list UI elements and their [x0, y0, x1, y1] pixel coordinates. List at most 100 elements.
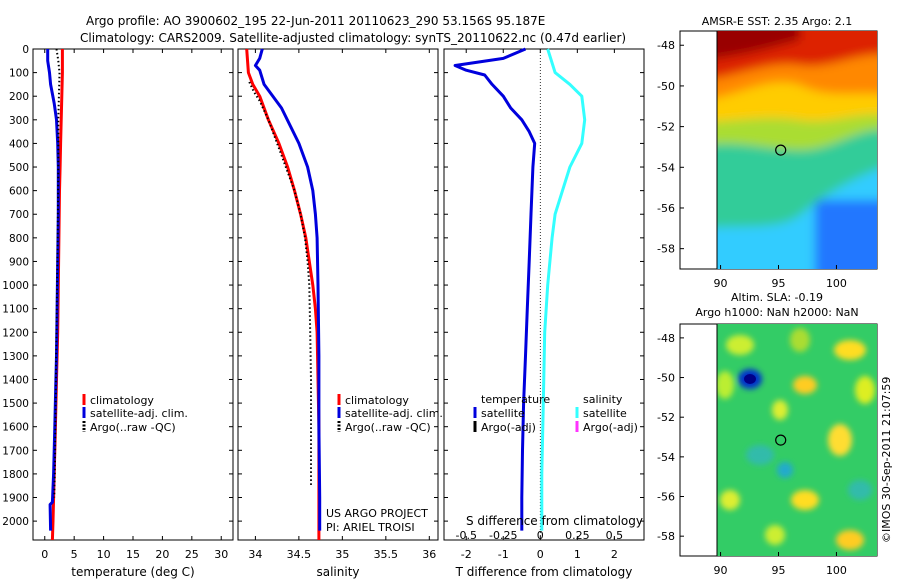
sla-blob	[777, 462, 793, 478]
temperature-xlabel: temperature (deg C)	[71, 565, 194, 579]
salinity-y-ticks	[238, 48, 438, 522]
legend2-climatology-label: climatology	[345, 394, 409, 407]
s-tick-label: -0.25	[489, 529, 517, 542]
sla-map: Altim. SLA: -0.19 Argo h1000: NaN h2000:…	[657, 291, 878, 577]
map-x-tick-label: 100	[826, 277, 847, 290]
y-tick-label: 200	[9, 91, 29, 103]
sla-blob	[855, 376, 875, 404]
sla-blob	[726, 335, 754, 355]
y-tick-label: 1900	[2, 493, 29, 505]
y-tick-label: 300	[9, 115, 29, 127]
y-tick-label: 1300	[2, 351, 29, 363]
difference-panel: -2 -1 0 1 2 -0.5 -0.25 0 0.25 0.5 S difference f…	[443, 47, 645, 579]
x-tick-label: 35	[335, 548, 349, 561]
legend-climatology-label: climatology	[90, 394, 154, 407]
y-tick-label: 1000	[2, 280, 29, 292]
x-tick-label: 36	[422, 548, 436, 561]
y-tick-label: 1600	[2, 422, 29, 434]
sst-deep-cold-patch	[815, 200, 877, 269]
salinity-x-ticks: 34 34.5 35 35.5 36	[248, 49, 436, 561]
header-line1: Argo profile: AO 3900602_195 22-Jun-2011…	[86, 14, 545, 28]
series-line	[453, 47, 537, 531]
x-tick-label: -2	[461, 548, 472, 561]
difference-x-ticks: -2 -1 0 1 2	[461, 49, 618, 561]
series-line	[253, 48, 322, 531]
map-y-tick-label: -50	[657, 80, 675, 93]
y-tick-label: 100	[9, 68, 29, 80]
map-x-tick-label: 90	[714, 277, 728, 290]
sst-field	[717, 31, 877, 269]
salinity-series	[245, 48, 322, 540]
x-tick-label: 5	[71, 548, 78, 561]
y-tick-label: 700	[9, 209, 29, 221]
sla-blob	[772, 400, 788, 420]
difference-x2label: S difference from climatology	[466, 514, 643, 528]
x-tick-label: 15	[126, 548, 140, 561]
map-y-tick-label: -50	[657, 372, 675, 385]
temperature-axes-frame	[32, 48, 234, 541]
s-tick-label: -0.5	[455, 529, 476, 542]
y-tick-label: 1100	[2, 304, 29, 316]
sla-map-title2: Argo h1000: NaN h2000: NaN	[695, 306, 858, 319]
x-tick-label: 2	[611, 548, 618, 561]
difference-s-ticks: -0.5 -0.25 0 0.25 0.5	[455, 529, 623, 542]
map-y-tick-label: -48	[657, 39, 675, 52]
sla-low-core	[744, 374, 756, 384]
map-y-tick-label: -54	[657, 161, 675, 174]
sla-blob	[828, 424, 852, 456]
map-y-tick-label: -58	[657, 530, 675, 543]
project-line1: US ARGO PROJECT	[326, 507, 428, 520]
x-tick-label: 30	[214, 548, 228, 561]
sla-blob	[834, 340, 866, 360]
y-tick-label: 600	[9, 186, 29, 198]
sla-blob	[836, 530, 864, 550]
header-line2: Climatology: CARS2009. Satellite-adjuste…	[80, 31, 626, 45]
map-y-tick-label: -54	[657, 451, 675, 464]
map-y-tick-label: -48	[657, 332, 675, 345]
y-tick-label: 2000	[2, 516, 29, 528]
y-tick-label: 400	[9, 138, 29, 150]
temperature-legend: climatology satellite-adj. clim. Argo(..…	[82, 394, 188, 434]
y-tick-label: 0	[22, 44, 29, 56]
s-tick-label: 0.25	[565, 529, 590, 542]
legend3-temp-title: temperature	[481, 393, 550, 406]
x-tick-label: -1	[498, 548, 509, 561]
map-y-tick-label: -52	[657, 121, 675, 134]
legend3-sal-argo-label: Argo(-adj)	[583, 421, 638, 434]
map-y-tick-label: -58	[657, 243, 675, 256]
project-line2: PI: ARIEL TROISI	[326, 521, 415, 534]
sla-blob	[765, 525, 785, 545]
sla-field	[717, 324, 877, 556]
sst-x-ticks: 90 95 100	[714, 265, 847, 290]
sst-map: AMSR-E SST: 2.35 Argo: 2.1 90 95 100 -48 -5…	[657, 15, 878, 290]
temperature-series	[46, 48, 64, 541]
series-line	[53, 48, 61, 498]
legend2-satellite-label: satellite-adj. clim.	[345, 407, 443, 420]
map-y-tick-label: -52	[657, 411, 675, 424]
sla-argo-location-marker	[775, 434, 787, 446]
legend2-argo-label: Argo(..raw -QC)	[345, 421, 431, 434]
s-tick-label: 0	[537, 529, 544, 542]
map-y-tick-label: -56	[657, 491, 675, 504]
temperature-x-ticks: 0 5 10 15 20 25 30	[41, 49, 228, 561]
sla-blob	[717, 371, 734, 399]
difference-series	[453, 47, 587, 531]
y-tick-label: 1500	[2, 398, 29, 410]
sla-x-ticks: 90 95 100	[714, 552, 847, 577]
legend3-temp-argo-label: Argo(-adj)	[481, 421, 536, 434]
map-y-tick-label: -56	[657, 202, 675, 215]
x-tick-label: 20	[155, 548, 169, 561]
difference-axes-frame	[443, 48, 645, 541]
x-tick-label: 35.5	[374, 548, 399, 561]
difference-legend: temperature salinity satellite satellite…	[473, 393, 638, 434]
sla-y-ticks: -48 -50 -52 -54 -56 -58	[657, 332, 684, 543]
legend3-sal-title: salinity	[583, 393, 623, 406]
x-tick-label: 34	[248, 548, 262, 561]
y-tick-label: 1700	[2, 445, 29, 457]
y-tick-label: 1400	[2, 374, 29, 386]
salinity-xlabel: salinity	[316, 565, 359, 579]
salinity-legend: climatology satellite-adj. clim. Argo(..…	[337, 394, 443, 434]
series-line	[248, 81, 312, 486]
difference-xlabel: T difference from climatology	[455, 565, 633, 579]
